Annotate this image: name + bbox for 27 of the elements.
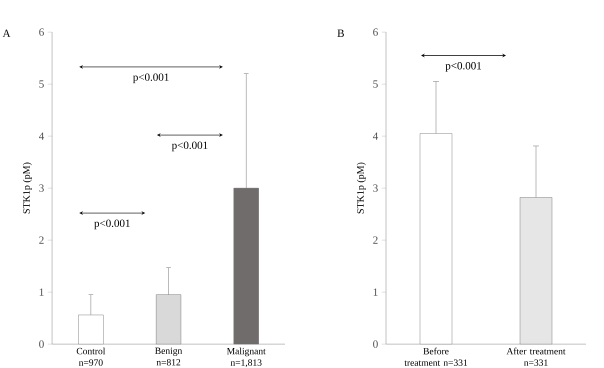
y-tick-label: 6 [39,28,44,36]
y-tick-label: 0 [39,340,44,348]
chart-title: A [2,30,10,37]
y-tick-label: 3 [373,184,378,192]
annotation: p<0.001 [172,142,208,152]
y-axis-title: STK1p (pM) [22,162,32,214]
y-tick-label: 1 [374,288,378,296]
chart-title: B [337,30,344,37]
y-tick-label: 3 [39,184,44,192]
y-tick-label: 4 [372,132,378,140]
annotation: p<0.001 [94,220,130,230]
x-tick-label: Control n=970 [76,348,106,366]
annotation: p<0.001 [445,62,482,72]
x-tick-label: Malignant n=1,813 [226,348,266,368]
y-tick-label: 6 [373,28,378,36]
annotation: p<0.001 [133,73,169,84]
y-tick-label: 0 [373,340,378,348]
y-tick-label: 4 [38,132,44,140]
y-tick-label: 2 [39,236,44,244]
y-tick-label: 5 [373,80,378,88]
x-tick-label: After treatment n=331 [506,348,566,366]
y-axis-title: STK1p (pM) [356,162,366,214]
y-tick-label: 1 [40,288,44,296]
y-tick-label: 2 [373,236,378,244]
x-tick-label: Benign n=812 [155,348,182,366]
y-tick-label: 5 [39,80,44,88]
x-tick-label: Before treatment n=331 [404,348,468,366]
